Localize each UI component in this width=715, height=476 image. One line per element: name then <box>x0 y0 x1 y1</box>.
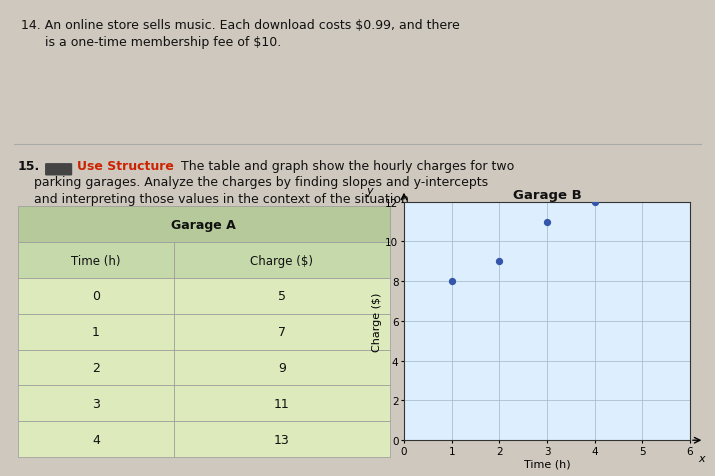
FancyBboxPatch shape <box>18 386 174 421</box>
Text: is a one-time membership fee of $10.: is a one-time membership fee of $10. <box>21 36 282 49</box>
Text: Garage A: Garage A <box>172 218 236 231</box>
FancyBboxPatch shape <box>174 314 390 350</box>
FancyBboxPatch shape <box>18 421 174 457</box>
Text: 0: 0 <box>92 290 100 303</box>
FancyBboxPatch shape <box>174 243 390 278</box>
Text: 3: 3 <box>92 397 100 410</box>
Text: 7: 7 <box>278 326 286 338</box>
FancyBboxPatch shape <box>18 350 174 386</box>
Point <box>589 198 601 206</box>
Text: 14. An online store sells music. Each download costs $0.99, and there: 14. An online store sells music. Each do… <box>21 19 460 32</box>
Text: MP: MP <box>51 166 66 174</box>
Text: 11: 11 <box>274 397 290 410</box>
Text: x: x <box>699 453 705 463</box>
FancyBboxPatch shape <box>18 243 174 278</box>
Text: 1: 1 <box>92 326 100 338</box>
Text: parking garages. Analyze the charges by finding slopes and y-intercepts: parking garages. Analyze the charges by … <box>18 176 488 189</box>
Text: Time (h): Time (h) <box>72 254 121 267</box>
Text: y: y <box>366 185 373 195</box>
FancyBboxPatch shape <box>174 421 390 457</box>
Text: and interpreting those values in the context of the situation.: and interpreting those values in the con… <box>18 193 413 206</box>
Title: Garage B: Garage B <box>513 188 581 201</box>
Point <box>493 258 505 266</box>
Text: 4: 4 <box>92 433 100 446</box>
Point <box>446 278 458 286</box>
Point <box>541 218 553 226</box>
Text: Use Structure: Use Structure <box>77 159 173 172</box>
FancyBboxPatch shape <box>45 164 72 176</box>
FancyBboxPatch shape <box>174 350 390 386</box>
FancyBboxPatch shape <box>18 207 390 243</box>
Text: The table and graph show the hourly charges for two: The table and graph show the hourly char… <box>177 159 515 172</box>
FancyBboxPatch shape <box>174 278 390 314</box>
FancyBboxPatch shape <box>18 314 174 350</box>
Text: Charge ($): Charge ($) <box>250 254 313 267</box>
X-axis label: Time (h): Time (h) <box>523 458 571 468</box>
Text: 5: 5 <box>278 290 286 303</box>
Text: 2: 2 <box>92 361 100 374</box>
Text: 9: 9 <box>278 361 286 374</box>
FancyBboxPatch shape <box>174 386 390 421</box>
Text: 13: 13 <box>274 433 290 446</box>
Text: 15.: 15. <box>18 159 40 172</box>
Y-axis label: Charge ($): Charge ($) <box>373 292 383 351</box>
FancyBboxPatch shape <box>18 278 174 314</box>
